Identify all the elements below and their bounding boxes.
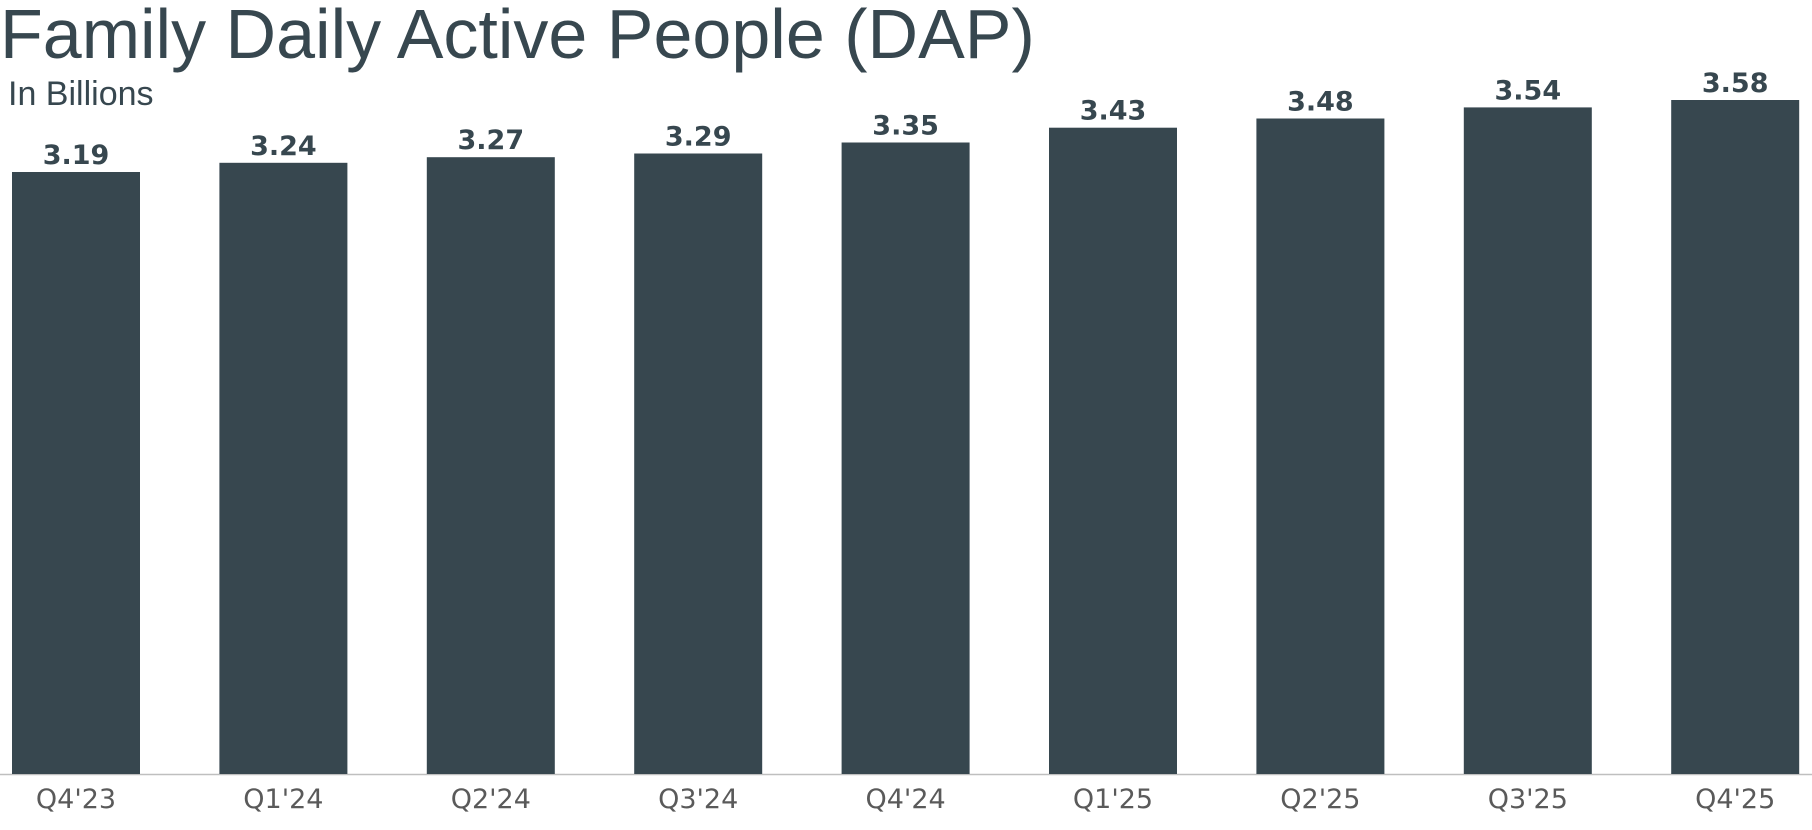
bar-Q3'24 <box>634 153 763 774</box>
bar-Q1'25 <box>1049 127 1177 774</box>
x-tick-label: Q2'25 <box>1280 784 1360 815</box>
bar-Q4'25 <box>1671 100 1800 774</box>
value-label: 3.35 <box>872 111 939 142</box>
bar-Q2'24 <box>426 157 555 774</box>
value-label: 3.24 <box>250 131 317 162</box>
x-tick-label: Q1'25 <box>1073 784 1153 815</box>
bar-Q1'24 <box>219 162 348 775</box>
chart-title: Family Daily Active People (DAP) <box>0 0 1035 73</box>
value-label: 3.19 <box>43 140 110 171</box>
x-tick-label: Q3'24 <box>658 784 738 815</box>
bar-Q4'23 <box>12 172 140 774</box>
x-tick-label: Q2'24 <box>451 784 531 815</box>
bar-Q2'25 <box>1256 118 1385 774</box>
value-label: 3.29 <box>665 122 732 153</box>
bar-Q3'25 <box>1463 107 1592 774</box>
value-label: 3.43 <box>1080 96 1147 127</box>
value-label: 3.27 <box>457 125 524 156</box>
bar-Q4'24 <box>841 142 970 774</box>
x-tick-label: Q1'24 <box>243 784 323 815</box>
chart-subtitle: In Billions <box>8 75 154 113</box>
value-label: 3.58 <box>1702 68 1769 99</box>
x-tick-label: Q4'23 <box>36 784 116 815</box>
x-tick-label: Q3'25 <box>1488 784 1568 815</box>
x-tick-label: Q4'24 <box>865 784 945 815</box>
value-label: 3.54 <box>1494 75 1561 106</box>
x-tick-label: Q4'25 <box>1695 784 1775 815</box>
value-label: 3.48 <box>1287 87 1354 118</box>
